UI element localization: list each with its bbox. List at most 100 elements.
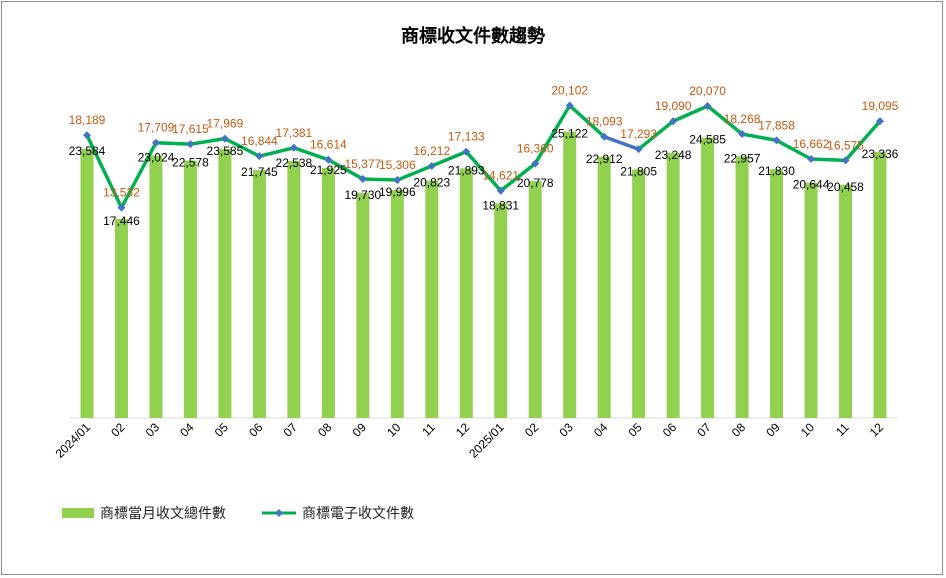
line-segment <box>742 134 776 140</box>
x-tick-label: 06 <box>660 420 680 440</box>
line-data-label: 17,381 <box>276 126 313 140</box>
x-tick-label: 05 <box>625 420 645 440</box>
x-tick-label: 11 <box>419 420 438 439</box>
bar-data-label: 22,538 <box>276 156 313 170</box>
bar <box>253 170 266 418</box>
bar <box>598 157 611 418</box>
x-tick-label: 03 <box>143 420 163 440</box>
line-data-label: 14,621 <box>482 169 519 183</box>
x-tick-label: 11 <box>833 420 852 439</box>
line-data-label: 15,306 <box>379 158 416 172</box>
x-tick-label: 12 <box>453 420 473 440</box>
bar <box>322 168 335 418</box>
x-tick-label: 09 <box>763 420 783 440</box>
x-tick-label: 2025/01 <box>466 420 507 461</box>
bar <box>667 153 680 418</box>
bar-data-label: 19,996 <box>379 185 416 199</box>
bar <box>736 156 749 418</box>
line-data-label: 18,093 <box>586 115 623 129</box>
line-data-label: 17,709 <box>138 121 175 135</box>
bar <box>425 181 438 418</box>
line-segment <box>811 159 845 160</box>
line-data-label: 16,844 <box>241 134 278 148</box>
bar-data-label: 19,730 <box>344 188 381 202</box>
line-data-label: 20,070 <box>689 84 726 98</box>
x-tick-label: 10 <box>384 420 404 440</box>
line-segment <box>156 143 190 144</box>
bar-data-label: 23,024 <box>138 151 175 165</box>
x-tick-label: 07 <box>694 420 714 440</box>
bar <box>115 219 128 418</box>
x-tick-label: 09 <box>350 420 370 440</box>
legend-item-line: 商標電子收文件數 <box>262 503 414 523</box>
legend-bar-swatch <box>62 508 94 518</box>
line-data-label: 17,858 <box>758 118 795 132</box>
bar <box>356 193 369 418</box>
bar-data-label: 23,248 <box>655 148 692 162</box>
x-tick-label: 02 <box>108 420 128 440</box>
legend-line-label: 商標電子收文件數 <box>302 503 414 523</box>
line-data-label: 17,133 <box>448 130 485 144</box>
bar <box>460 168 473 418</box>
line-marker <box>186 140 194 148</box>
bar-data-label: 20,458 <box>827 180 864 194</box>
bar-data-label: 20,778 <box>517 176 554 190</box>
bar-data-label: 23,336 <box>862 147 899 161</box>
bar <box>701 138 714 418</box>
line-data-label: 17,615 <box>172 122 209 136</box>
x-tick-label: 06 <box>246 420 266 440</box>
bar-data-label: 23,585 <box>207 144 244 158</box>
line-segment <box>363 179 397 180</box>
bar <box>874 152 887 418</box>
bar-data-label: 22,578 <box>172 156 209 170</box>
x-tick-label: 10 <box>798 420 818 440</box>
bar <box>839 185 852 418</box>
x-tick-label: 2024/01 <box>53 420 94 461</box>
bar-data-label: 20,644 <box>793 178 830 192</box>
bar-data-label: 21,893 <box>448 163 485 177</box>
bar-data-label: 21,830 <box>758 164 795 178</box>
bar <box>149 156 162 418</box>
bar-data-label: 25,122 <box>551 127 588 141</box>
bar <box>529 181 542 418</box>
bar <box>494 203 507 418</box>
bar <box>287 161 300 418</box>
line-data-label: 17,293 <box>620 127 657 141</box>
x-tick-label: 04 <box>177 420 197 440</box>
line-data-label: 15,377 <box>344 157 381 171</box>
bar-data-label: 17,446 <box>103 214 140 228</box>
line-data-label: 20,102 <box>551 84 588 98</box>
bar <box>632 169 645 418</box>
x-tick-label: 08 <box>729 420 749 440</box>
line-segment <box>259 148 293 156</box>
bar-data-label: 21,745 <box>241 165 278 179</box>
line-data-label: 19,090 <box>655 99 692 113</box>
bar-data-label: 23,584 <box>69 144 106 158</box>
bar-data-label: 18,831 <box>482 198 519 212</box>
x-tick-label: 07 <box>281 420 301 440</box>
line-data-label: 17,969 <box>207 117 244 131</box>
bar-data-label: 24,585 <box>689 133 726 147</box>
bar <box>184 161 197 418</box>
line-data-label: 16,575 <box>827 138 864 152</box>
bar <box>218 149 231 418</box>
x-tick-label: 03 <box>556 420 576 440</box>
bar <box>391 190 404 418</box>
line-data-label: 13,532 <box>103 186 140 200</box>
bar <box>563 132 576 418</box>
line-data-label: 19,095 <box>862 99 899 113</box>
bar <box>805 183 818 418</box>
bar-data-label: 20,823 <box>413 176 450 190</box>
bar <box>81 149 94 418</box>
x-tick-label: 05 <box>212 420 232 440</box>
bar-data-label: 21,925 <box>310 163 347 177</box>
line-data-label: 18,268 <box>724 112 761 126</box>
legend-bar-label: 商標當月收文總件數 <box>100 503 226 523</box>
legend-line-swatch <box>262 507 296 519</box>
line-data-label: 18,189 <box>69 113 106 127</box>
line-data-label: 16,614 <box>310 138 347 152</box>
x-tick-label: 04 <box>591 420 611 440</box>
x-tick-label: 02 <box>522 420 542 440</box>
legend-item-bars: 商標當月收文總件數 <box>62 503 226 523</box>
